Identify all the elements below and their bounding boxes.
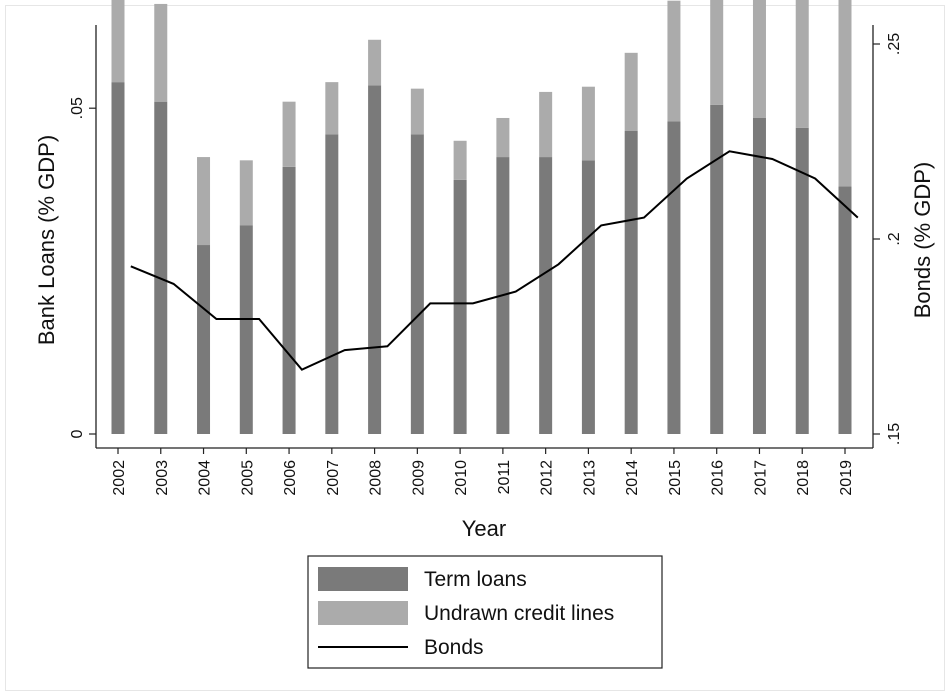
bar-term-loans-2014 [624,131,638,435]
x-tick-label: 2009 [410,460,427,496]
y-left-tick-label: .05 [69,97,86,119]
bar-undrawn-credit-lines-2006 [282,101,296,167]
bar-undrawn-credit-lines-2012 [539,91,553,158]
bar-undrawn-credit-lines-2002 [111,0,125,83]
bar-term-loans-2018 [795,127,809,435]
bar-undrawn-credit-lines-2004 [197,157,211,246]
bar-term-loans-2012 [539,157,553,434]
bar-term-loans-2004 [197,245,211,434]
x-tick-label: 2016 [710,460,727,496]
x-tick-label: 2005 [239,460,256,496]
chart-frame [5,5,945,691]
y-left-tick-label: 0 [69,429,86,438]
bar-term-loans-2003 [154,101,168,435]
bar-undrawn-credit-lines-2018 [795,0,809,128]
bar-undrawn-credit-lines-2019 [838,0,852,187]
bar-term-loans-2015 [667,121,681,435]
x-tick-label: 2018 [795,460,812,496]
legend-swatch-undrawn-credit-lines [318,601,408,625]
legend: Term loans Undrawn credit lines Bonds [307,555,663,669]
x-tick-label: 2004 [197,460,214,496]
y-axis-right-title: Bonds (% GDP) [910,162,935,319]
plot-region: 0.05.1.15.2.2520022003200420052006200720… [69,0,903,496]
x-tick-label: 2002 [111,460,128,496]
x-tick-label: 2006 [282,460,299,496]
bar-term-loans-2002 [111,82,125,435]
bar-undrawn-credit-lines-2013 [581,86,595,161]
bar-term-loans-2010 [453,179,467,434]
bar-term-loans-2017 [752,117,766,434]
legend-label-undrawn-credit-lines: Undrawn credit lines [424,602,614,625]
x-tick-label: 2007 [325,460,342,496]
bar-undrawn-credit-lines-2005 [239,160,253,226]
bar-term-loans-2019 [838,186,852,434]
bar-undrawn-credit-lines-2008 [368,39,382,86]
x-tick-label: 2017 [752,460,769,496]
bar-undrawn-credit-lines-2017 [752,0,766,118]
x-tick-label: 2015 [667,460,684,496]
x-tick-label: 2013 [581,460,598,496]
x-tick-label: 2011 [496,460,513,495]
x-tick-label: 2012 [539,460,556,496]
bar-term-loans-2016 [710,104,724,434]
bar-term-loans-2005 [239,225,253,434]
bar-undrawn-credit-lines-2009 [410,88,424,135]
bar-undrawn-credit-lines-2011 [496,117,510,158]
bar-undrawn-credit-lines-2003 [154,3,168,102]
y-axis-left-title: Bank Loans (% GDP) [34,135,59,345]
bar-undrawn-credit-lines-2007 [325,82,339,135]
x-tick-label: 2010 [453,460,470,496]
y-right-tick-label: .2 [886,232,903,245]
x-tick-label: 2014 [624,460,641,496]
legend-label-term-loans: Term loans [424,568,527,591]
y-right-tick-label: .25 [886,33,903,55]
bar-term-loans-2007 [325,134,339,434]
bar-term-loans-2008 [368,85,382,435]
line-bonds [130,150,859,371]
x-axis-title: Year [462,516,506,541]
bar-term-loans-2009 [410,134,424,434]
bar-undrawn-credit-lines-2010 [453,140,467,180]
bar-term-loans-2006 [282,166,296,434]
bar-undrawn-credit-lines-2015 [667,0,681,122]
bar-term-loans-2013 [581,160,595,434]
legend-label-bonds: Bonds [424,636,484,659]
bar-undrawn-credit-lines-2016 [710,0,724,105]
x-tick-label: 2003 [154,460,171,496]
x-tick-label: 2008 [368,460,385,496]
x-tick-label: 2019 [838,460,855,496]
bar-undrawn-credit-lines-2014 [624,52,638,132]
y-right-tick-label: .15 [886,423,903,445]
legend-swatch-term-loans [318,567,408,591]
